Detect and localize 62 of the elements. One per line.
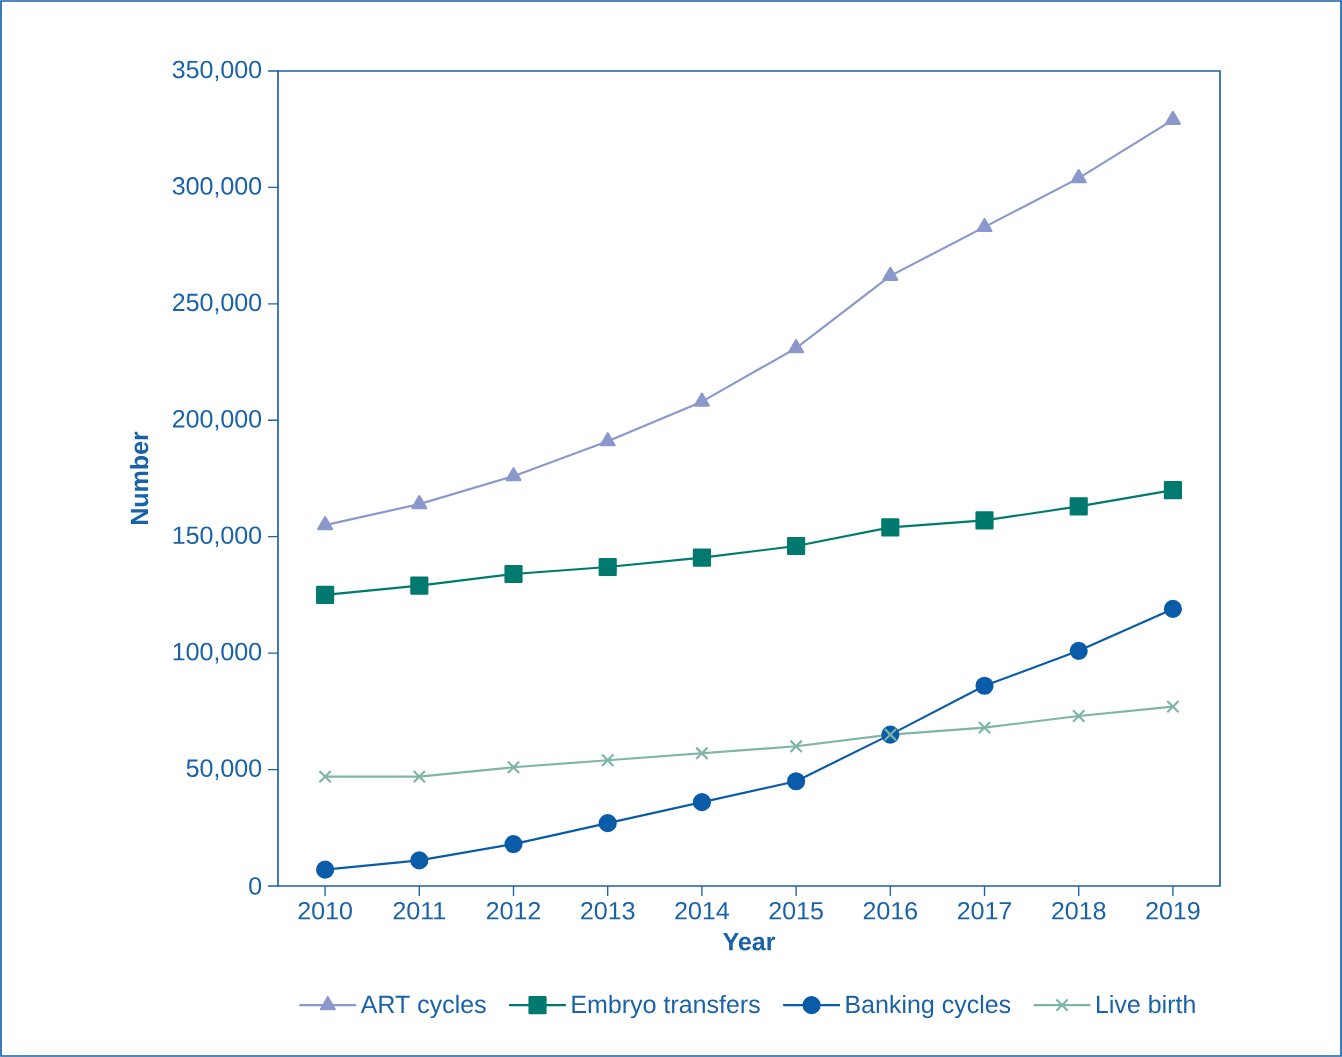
- point: [789, 739, 803, 754]
- point: [412, 769, 427, 784]
- point: [506, 760, 521, 774]
- point: [692, 793, 711, 812]
- x-tick-label: 2012: [486, 901, 541, 920]
- y-tick-label: 100,000: [173, 642, 262, 664]
- x-tick-label: 2011: [393, 901, 445, 920]
- point: [1071, 709, 1086, 723]
- x-tick-label: 2019: [1146, 901, 1200, 920]
- point: [882, 266, 899, 281]
- point: [975, 676, 994, 695]
- point: [505, 467, 522, 482]
- point: [976, 217, 993, 233]
- x-tick-label: 2018: [1052, 901, 1106, 920]
- point: [787, 536, 806, 556]
- x-axis-title: Year: [723, 933, 776, 951]
- x-tick-label: 2017: [957, 901, 1012, 920]
- x-tick-label: 2013: [581, 901, 635, 920]
- y-tick-label: 50,000: [186, 759, 262, 780]
- point: [598, 557, 617, 577]
- x-tick-label: 2015: [769, 901, 823, 920]
- point: [1163, 481, 1183, 500]
- point: [1163, 599, 1183, 618]
- legend-label: Banking cycles: [846, 994, 1011, 1019]
- point: [695, 746, 709, 761]
- point: [410, 576, 429, 595]
- point: [504, 835, 523, 854]
- point: [316, 585, 335, 605]
- point: [318, 769, 332, 784]
- point: [1069, 641, 1088, 660]
- point: [1070, 169, 1087, 184]
- y-tick-label: 200,000: [173, 409, 262, 431]
- point: [504, 564, 523, 584]
- y-tick-label: 350,000: [172, 60, 262, 82]
- x-tick-label: 2010: [298, 901, 352, 920]
- point: [975, 511, 994, 530]
- y-tick-label: 250,000: [173, 293, 262, 315]
- legend-label: Live birth: [1096, 994, 1195, 1014]
- point: [787, 772, 806, 791]
- legend-label: ART cycles: [360, 994, 486, 1019]
- point: [317, 515, 334, 531]
- point: [693, 392, 710, 407]
- point: [692, 548, 711, 567]
- point: [600, 753, 615, 767]
- y-tick-label: 300,000: [172, 177, 262, 198]
- point: [410, 851, 429, 870]
- point: [881, 518, 900, 537]
- point: [1069, 497, 1088, 516]
- y-axis-title: Number: [129, 431, 149, 525]
- legend-label: Embryo transfers: [572, 994, 760, 1019]
- point: [598, 814, 617, 833]
- point: [1166, 699, 1180, 714]
- point: [599, 432, 616, 447]
- x-tick-label: 2014: [675, 901, 729, 920]
- point: [411, 495, 428, 510]
- y-tick-label: 150,000: [173, 526, 262, 548]
- point: [977, 720, 992, 735]
- point: [1164, 110, 1181, 125]
- point: [316, 860, 335, 879]
- x-tick-label: 2016: [863, 901, 918, 920]
- y-tick-label: 0: [249, 877, 262, 895]
- point: [788, 339, 805, 354]
